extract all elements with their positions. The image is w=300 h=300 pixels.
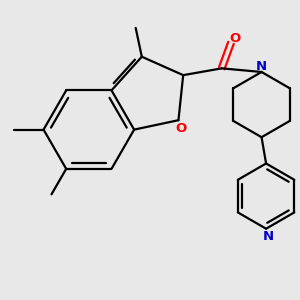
- Text: N: N: [256, 60, 267, 73]
- Text: O: O: [175, 122, 186, 135]
- Text: O: O: [229, 32, 240, 45]
- Text: N: N: [263, 230, 274, 243]
